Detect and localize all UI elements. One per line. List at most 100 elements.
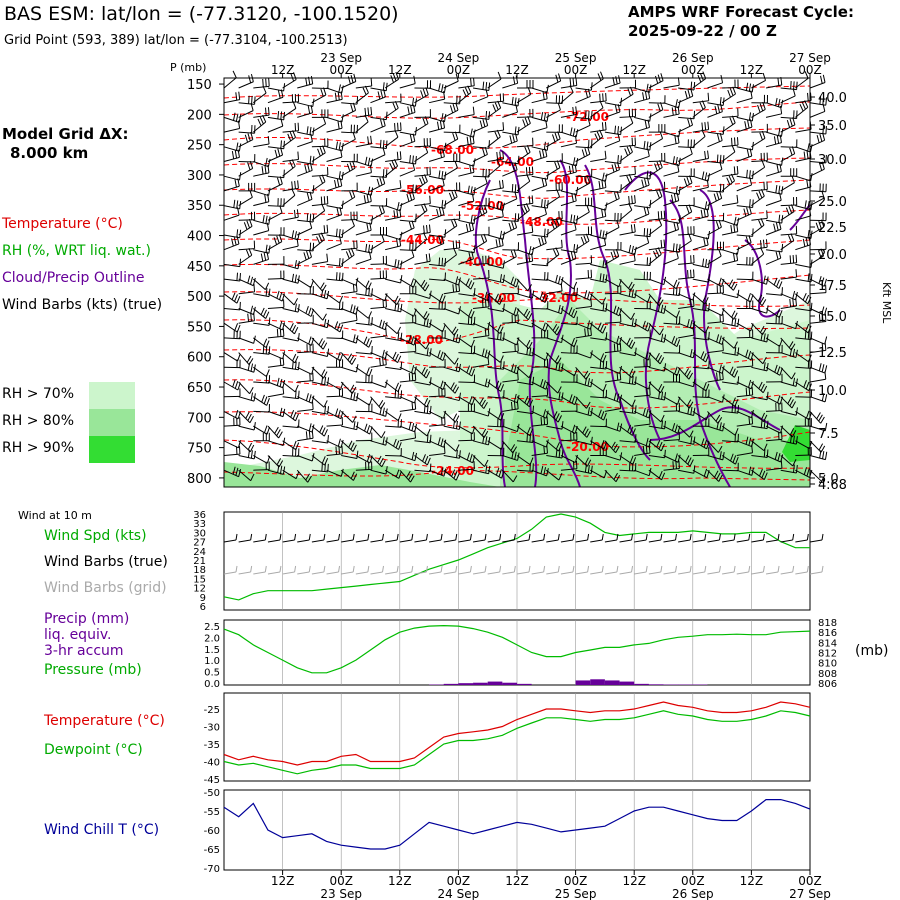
surface-wind-barb-grid-feather (777, 565, 780, 573)
temperature-contour-11 (223, 379, 811, 409)
wind-barb (765, 221, 782, 236)
wind-barb (809, 190, 825, 207)
pressure-panel-axis-tick-2: 814 (818, 638, 837, 649)
wind-barb (429, 301, 446, 310)
surface-wind-barb-grid-feather (762, 565, 765, 573)
wind-barb (809, 313, 827, 324)
wind-barb (472, 327, 490, 339)
wind-barb (355, 287, 373, 297)
wind-barb (487, 158, 501, 177)
wind-barb (546, 210, 563, 221)
wind-barb (238, 352, 254, 366)
surface-wind-barb-grid-feather (513, 565, 516, 573)
wind-barb (399, 213, 417, 223)
wind-barb (443, 381, 460, 394)
wind-barb (223, 292, 241, 304)
wind-barb (399, 104, 416, 118)
cloud-outline-5 (669, 199, 731, 488)
wind-barb (311, 203, 326, 221)
wind-barb (589, 100, 604, 118)
surface-wind-barb-grid (253, 571, 266, 575)
wind-barb (633, 293, 651, 303)
surface-wind-barb-grid (590, 571, 603, 575)
wind-barb (385, 332, 403, 342)
wind-barb (370, 234, 385, 251)
wind-barb (678, 139, 695, 149)
wind-barb (809, 450, 828, 461)
wind-barb (385, 180, 402, 192)
wind-barb (487, 129, 501, 148)
pressure-tick-label-3: 300 (187, 169, 212, 184)
surface-wind-barb-grid-feather (294, 565, 297, 573)
wind-barb (736, 387, 754, 398)
wind-barb (795, 200, 813, 211)
wind-barb (341, 391, 359, 402)
wind-barb (428, 235, 445, 251)
wind-barb (223, 466, 242, 478)
wind-barb (692, 237, 709, 251)
wind-barb (751, 322, 767, 336)
wind-barb (385, 361, 403, 371)
wind-barb (692, 410, 710, 421)
surface-wind-barb-grid-feather (396, 565, 399, 573)
wind-barb (487, 151, 505, 162)
surface-wind-barb-grid-feather (631, 565, 634, 573)
wind-barb (795, 273, 813, 283)
wind-barb (414, 232, 428, 251)
precip-label-line1: Precip (mm) (44, 611, 130, 627)
wind-barb (795, 121, 812, 133)
wind-barb (721, 278, 738, 291)
wind-barb (267, 464, 286, 475)
wind-barb (399, 191, 415, 207)
surface-wind-barb-grid (795, 571, 808, 575)
wind-barb (560, 127, 579, 138)
wind-barb (429, 416, 446, 427)
wind-barb (560, 403, 578, 412)
wind-barb (355, 396, 373, 406)
wind-barb (634, 199, 652, 209)
wind-barb (355, 336, 373, 348)
surface-wind-barb-true (297, 539, 310, 543)
wind-barb (370, 139, 388, 149)
wind-barb (414, 80, 432, 89)
wind-barb (634, 416, 651, 427)
wind-barb (663, 374, 680, 383)
wind-barb (765, 337, 783, 347)
wind-barb (370, 227, 387, 236)
wind-barb (590, 179, 607, 192)
time-tick-bottom-label-1: 00Z (329, 874, 353, 888)
wind-barb (414, 317, 432, 328)
wind-barb (575, 464, 593, 475)
time-tick-top-label-6: 12Z (622, 63, 646, 77)
wind-barb (590, 237, 607, 251)
wind-barb (721, 289, 740, 299)
wind-barb (663, 402, 680, 412)
wind-barb (238, 218, 253, 236)
wind-barb (692, 100, 706, 118)
wind-barb (311, 337, 328, 350)
wind-barb (385, 448, 402, 457)
wind-barb (487, 237, 504, 251)
wind-barb (516, 395, 534, 408)
wind-barb (472, 465, 491, 475)
wind-barb (546, 283, 563, 295)
wind-barb (546, 102, 561, 118)
wind-barb (458, 452, 476, 464)
wind-barb (502, 183, 520, 194)
wind-barb (326, 321, 344, 333)
wind-barb (297, 220, 313, 236)
wind-barb (487, 260, 505, 269)
wind-barb (663, 366, 681, 376)
wind-barb (663, 423, 681, 434)
wind-barb (809, 154, 827, 164)
wind-barb (604, 400, 622, 412)
wind-barb (516, 433, 534, 443)
pressure-tick-label-11: 700 (187, 411, 212, 426)
wind-barb (502, 213, 520, 222)
surface-wind-barb-grid (678, 571, 691, 575)
wind-barb (472, 348, 491, 359)
wind-barb (531, 301, 549, 310)
wind-barb (458, 278, 475, 290)
surface-wind-barb-grid (516, 571, 530, 575)
